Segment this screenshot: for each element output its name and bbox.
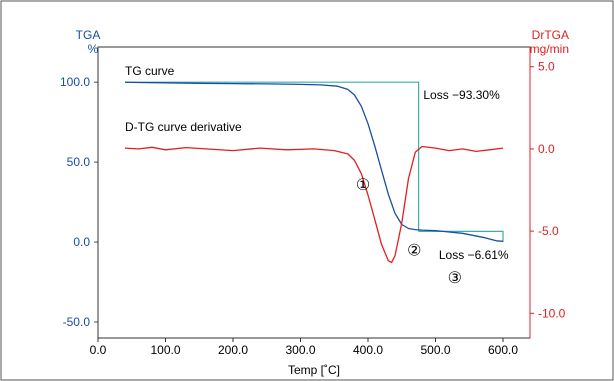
series-lines xyxy=(124,81,504,264)
right-axis-title-line1: DrTGA xyxy=(532,28,569,42)
x-tick-label: 300.0 xyxy=(285,343,315,357)
dtg-curve-line xyxy=(124,145,504,264)
annotation-4: ② xyxy=(407,243,421,260)
loss-label-2: Loss −6.61% xyxy=(439,248,509,262)
left-tick-label: 50.0 xyxy=(67,155,91,169)
x-tick-label: 0.0 xyxy=(90,343,107,357)
x-axis-ticks: 0.0 100.0 200.0 300.0 400.0 500.0 600.0 xyxy=(90,338,518,357)
x-axis-label: Temp [˚C] xyxy=(288,363,340,377)
left-axis-title-line1: TGA xyxy=(76,28,101,42)
x-tick-label: 200.0 xyxy=(218,343,248,357)
x-tick-label: 400.0 xyxy=(353,343,383,357)
left-axis-title-line2: % xyxy=(88,42,99,56)
x-tick-label: 500.0 xyxy=(420,343,450,357)
x-tick-label: 600.0 xyxy=(488,343,518,357)
annotation-3: ① xyxy=(356,177,370,194)
annotations: TG curve D-TG curve derivative ① ② ③ xyxy=(125,64,462,287)
right-axis-ticks: -10.0 -5.0 0.0 5.0 xyxy=(529,47,566,338)
annotation-2: D-TG curve derivative xyxy=(125,120,242,134)
left-tick-label: 0.0 xyxy=(73,235,90,249)
left-tick-label: -50.0 xyxy=(63,315,91,329)
right-tick-label: -5.0 xyxy=(538,224,559,238)
tg-curve-line xyxy=(124,81,504,242)
left-axis-ticks: -50.0 0.0 50.0 100.0 xyxy=(60,47,99,338)
loss-markers: Loss −93.30% Loss −6.61% xyxy=(125,81,509,262)
annotation-1: TG curve xyxy=(125,64,175,78)
right-axis-title-line2: mg/min xyxy=(530,42,569,56)
right-tick-label: 5.0 xyxy=(538,60,555,74)
annotation-5: ③ xyxy=(448,270,462,287)
x-tick-label: 100.0 xyxy=(150,343,180,357)
right-tick-label: 0.0 xyxy=(538,142,555,156)
right-tick-label: -10.0 xyxy=(538,306,566,320)
loss-step-1 xyxy=(125,81,420,232)
loss-label-1: Loss −93.30% xyxy=(423,88,500,102)
left-tick-label: 100.0 xyxy=(60,75,90,89)
